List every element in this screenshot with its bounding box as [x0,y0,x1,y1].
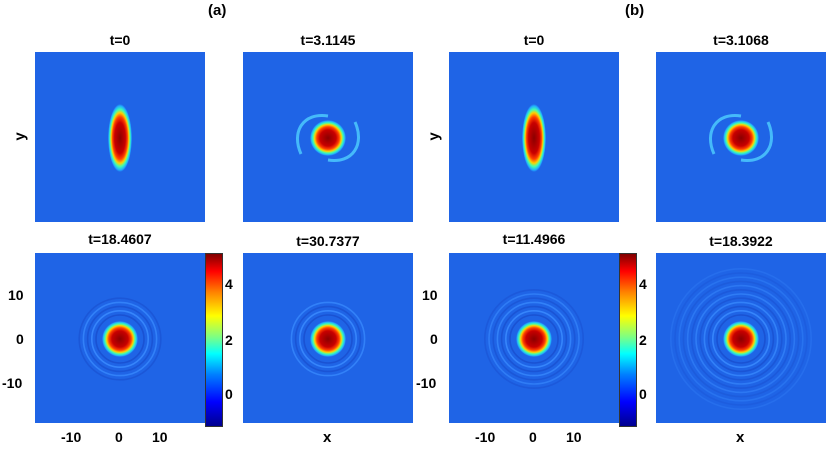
y-tick-label: 10 [422,287,438,303]
heatmap-svg [243,253,413,423]
wave-ring [500,305,568,373]
wave-ring [86,305,154,373]
wave-ring [690,288,792,390]
spiral-arm [708,114,742,155]
wave-ring [294,305,362,373]
density-core [310,120,346,156]
colorbar-tick-label: 4 [639,276,647,292]
panel-title: t=3.1145 [300,32,356,48]
x-tick-label: 0 [529,429,537,445]
y-tick-label: 0 [16,331,24,347]
heatmap-svg [243,52,413,222]
wave-ring [82,301,158,377]
spiral-arm [740,121,774,162]
heatmap-panel [35,52,205,222]
panel-title: t=18.4607 [88,231,152,247]
wave-ring [496,301,572,377]
y-axis-label: y [425,132,443,141]
heatmap-svg [35,52,205,222]
density-core [310,321,346,357]
wave-ring [695,293,787,385]
heatmap-svg [656,253,826,423]
x-tick-label: -10 [61,429,82,445]
x-tick-label: 0 [115,429,123,445]
wave-ring [95,314,145,364]
heatmap-panel [656,52,826,222]
colorbar-tick-label: 2 [639,332,647,348]
x-axis-label: x [323,429,332,446]
colorbar [619,253,637,427]
spiral-arm [295,114,329,155]
wave-ring [716,314,766,364]
density-core [723,120,759,156]
subfigure-label-b: (b) [625,2,645,19]
heatmap-panel [449,253,619,423]
panel-title: t=0 [109,32,131,48]
heatmap-svg [35,253,205,423]
density-core [522,104,546,172]
y-tick-label: -10 [2,375,23,391]
panel-title: t=18.3922 [709,233,773,249]
colorbar-tick-label: 0 [225,386,233,402]
wave-ring [703,301,779,377]
panel-title: t=0 [523,32,545,48]
wave-ring [483,288,585,390]
wave-ring [303,314,353,364]
spiral-arm [327,121,361,162]
density-core [723,321,759,357]
heatmap-panel [243,253,413,423]
wave-ring [492,297,576,381]
wave-ring [699,297,783,381]
colorbar-tick-label: 0 [639,386,647,402]
wave-ring [90,309,150,369]
panel-title: t=3.1068 [713,32,769,48]
wave-ring [686,284,796,394]
x-tick-label: 10 [152,429,168,445]
wave-ring [504,309,564,369]
panel-title: t=30.7377 [296,233,360,249]
x-tick-label: 10 [566,429,582,445]
x-tick-label: -10 [475,429,496,445]
wave-ring [674,272,808,406]
density-core [108,104,132,172]
wave-ring [298,309,358,369]
wave-ring [488,293,580,385]
wave-ring [678,276,804,402]
density-core [102,321,138,357]
wave-ring [670,268,812,410]
heatmap-panel [35,253,205,423]
colorbar [205,253,223,427]
heatmap-panel [243,52,413,222]
subfigure-label-a: (a) [208,2,227,19]
y-axis-label: y [11,132,29,141]
heatmap-svg [449,52,619,222]
y-tick-label: 10 [8,287,24,303]
density-core [516,321,552,357]
wave-ring [682,280,800,398]
heatmap-svg [449,253,619,423]
y-tick-label: 0 [430,331,438,347]
wave-ring [290,301,366,377]
y-tick-label: -10 [416,375,437,391]
colorbar-tick-label: 2 [225,332,233,348]
panel-title: t=11.4966 [502,231,566,247]
x-axis-label: x [736,429,745,446]
heatmap-svg [656,52,826,222]
heatmap-panel [656,253,826,423]
heatmap-panel [449,52,619,222]
wave-ring [78,297,162,381]
colorbar-tick-label: 4 [225,276,233,292]
wave-ring [707,305,775,373]
wave-ring [711,309,771,369]
wave-ring [509,314,559,364]
